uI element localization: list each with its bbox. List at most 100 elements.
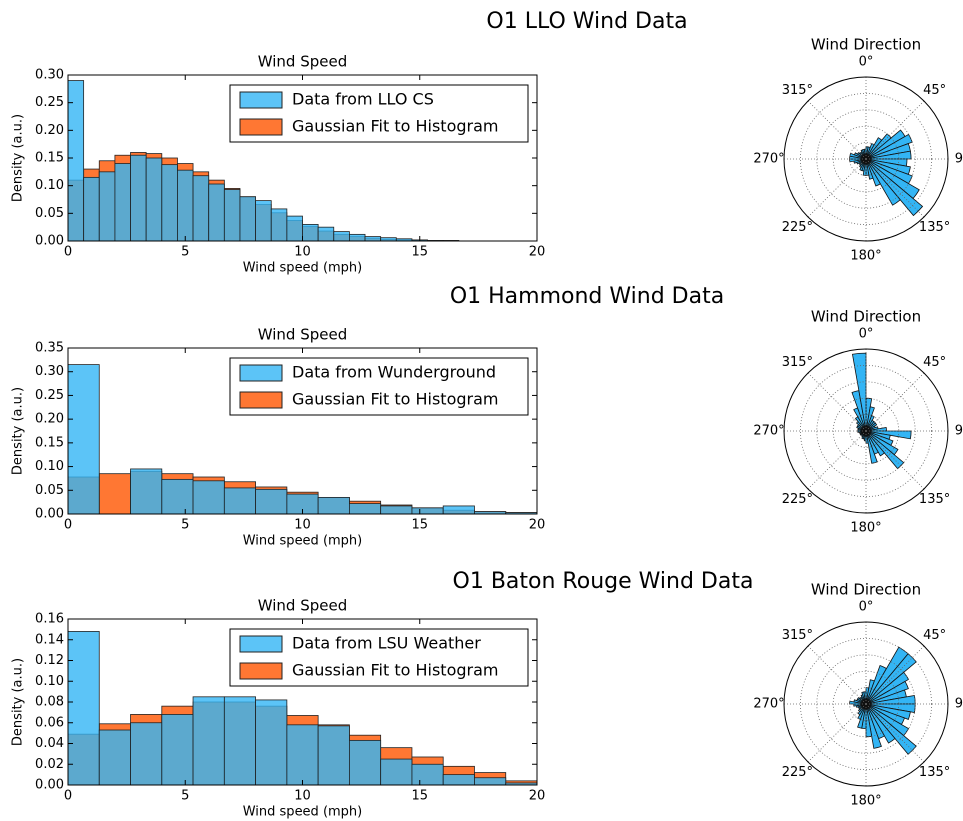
bar <box>67 80 85 242</box>
legend-swatch <box>239 91 283 109</box>
chart-title: Wind Direction <box>811 308 921 326</box>
bar <box>380 758 413 786</box>
y-tick-label: 0.00 <box>35 234 64 249</box>
x-tick-label: 0 <box>64 518 72 533</box>
y-tick-label: 0.10 <box>35 178 64 193</box>
y-tick-label: 0.00 <box>35 507 64 522</box>
theta-tick-label: 135° <box>919 220 950 235</box>
bar <box>98 473 131 515</box>
y-tick-label: 0.35 <box>35 341 64 356</box>
bar <box>145 157 163 242</box>
y-tick-label: 0.12 <box>35 653 64 668</box>
theta-tick-label: 135° <box>919 492 950 507</box>
legend-label: Data from LSU Weather <box>292 634 481 653</box>
y-tick-label: 0.04 <box>35 736 64 751</box>
y-tick-label: 0.14 <box>35 632 64 647</box>
bar <box>411 763 444 786</box>
bar <box>442 774 475 786</box>
wedge <box>865 703 882 749</box>
bar <box>161 478 194 515</box>
theta-tick-label: 270° <box>753 424 784 439</box>
y-tick-label: 0.30 <box>35 364 64 379</box>
bar <box>98 171 116 242</box>
chart-title: Wind Direction <box>811 581 921 599</box>
theta-tick-label: 180° <box>850 249 881 264</box>
bar <box>192 696 225 786</box>
theta-tick-label: 0° <box>859 600 874 615</box>
legend-swatch <box>239 635 283 653</box>
bar <box>130 722 163 786</box>
y-tick-label: 0.15 <box>35 435 64 450</box>
theta-tick-label: 0° <box>859 327 874 342</box>
bar <box>208 183 225 242</box>
legend-swatch <box>239 662 283 680</box>
theta-tick-label: 225° <box>782 492 813 507</box>
polar-grid-ring <box>816 381 916 481</box>
bar <box>348 739 382 786</box>
chart-title: Wind Speed <box>258 53 348 71</box>
bar <box>348 503 382 515</box>
bar <box>255 200 272 242</box>
polar-grid-ring <box>849 414 883 448</box>
x-tick-label: 20 <box>529 245 546 260</box>
legend-swatch <box>239 364 283 382</box>
x-tick-label: 10 <box>294 789 311 804</box>
chart-title: Wind Speed <box>258 326 348 344</box>
x-tick-label: 20 <box>529 789 546 804</box>
theta-tick-label: 315° <box>782 83 813 98</box>
theta-tick-label: 135° <box>919 765 950 780</box>
wedge <box>865 430 886 457</box>
x-tick-label: 10 <box>294 245 311 260</box>
x-tick-label: 15 <box>411 245 428 260</box>
polar-grid-ring <box>816 109 916 209</box>
wedge <box>865 158 881 187</box>
polar-grid-ring <box>800 364 933 497</box>
bar <box>114 163 131 242</box>
theta-tick-label: 45° <box>923 355 946 370</box>
y-tick-label: 0.10 <box>35 459 64 474</box>
legend-label: Gaussian Fit to Histogram <box>292 661 498 680</box>
theta-tick-label: 315° <box>782 628 813 643</box>
bar <box>348 233 366 242</box>
bar <box>98 729 131 786</box>
suptitle: O1 Baton Rouge Wind Data <box>453 569 754 594</box>
bar <box>364 236 382 242</box>
bar <box>286 724 319 786</box>
chart-title: Wind Speed <box>258 597 348 615</box>
theta-tick-label: 45° <box>923 628 946 643</box>
wedge <box>852 352 867 432</box>
legend-swatch <box>239 118 283 136</box>
theta-tick-label: 90 <box>955 697 963 712</box>
bar <box>286 215 303 242</box>
polar-grid-ring <box>800 93 933 225</box>
theta-tick-label: 270° <box>753 697 784 712</box>
bar <box>317 725 350 786</box>
polar-grid-ring <box>832 397 900 465</box>
polar-grid-ring <box>849 687 883 721</box>
bar <box>130 468 163 515</box>
polar-frame <box>783 621 949 787</box>
x-tick-label: 15 <box>411 518 428 533</box>
bar <box>255 699 288 786</box>
wedge <box>865 680 909 705</box>
chart-title: Wind Direction <box>811 36 921 54</box>
bar <box>302 223 319 242</box>
theta-tick-label: 0° <box>859 55 874 70</box>
bar <box>223 696 257 786</box>
bar <box>411 507 444 515</box>
y-tick-label: 0.25 <box>35 95 64 110</box>
y-tick-label: 0.08 <box>35 695 64 710</box>
legend-label: Data from LLO CS <box>292 90 434 109</box>
x-tick-label: 10 <box>294 518 311 533</box>
bar <box>192 175 210 242</box>
x-tick-label: 0 <box>64 245 72 260</box>
y-tick-label: 0.25 <box>35 388 64 403</box>
wedge <box>865 158 901 206</box>
x-tick-label: 15 <box>411 789 428 804</box>
theta-tick-label: 180° <box>850 521 881 536</box>
theta-tick-label: 90 <box>955 152 963 167</box>
theta-tick-label: 225° <box>782 765 813 780</box>
x-axis-label: Wind speed (mph) <box>243 261 363 276</box>
bar <box>177 169 194 242</box>
